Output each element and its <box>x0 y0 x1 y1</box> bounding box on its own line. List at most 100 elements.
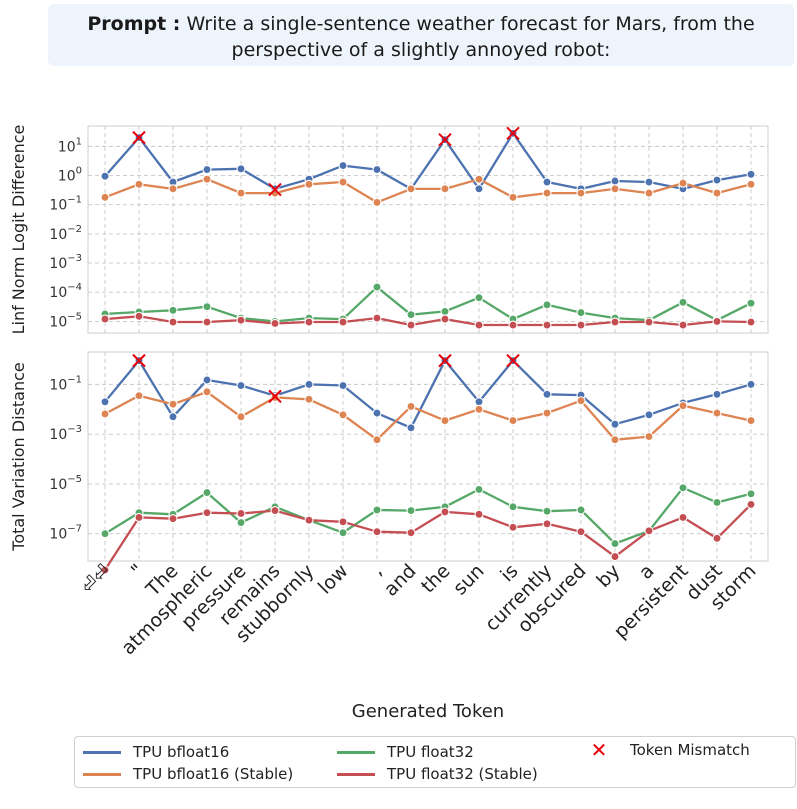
data-point-tpu-float32 <box>202 302 212 312</box>
mismatch-marker <box>438 353 452 368</box>
data-point-tpu-bfloat16-stable <box>644 432 654 442</box>
data-point-tpu-float32 <box>440 306 450 316</box>
data-point-tpu-float32-stable <box>134 512 144 522</box>
data-point-tpu-bfloat16 <box>644 410 654 420</box>
data-point-tpu-float32-stable <box>304 317 314 327</box>
data-point-tpu-float32-stable <box>202 317 212 327</box>
data-point-tpu-float32 <box>508 502 518 512</box>
x-axis-label: Generated Token <box>352 701 504 722</box>
legend-label-mismatch: Token Mismatch <box>630 741 750 759</box>
x-tick-label: the <box>417 560 455 598</box>
series-line-tpu-float32 <box>104 285 752 323</box>
data-point-tpu-float32 <box>576 505 586 515</box>
legend-label-fp32-stable: TPU float32 (Stable) <box>387 765 538 783</box>
data-point-tpu-bfloat16-stable <box>202 174 212 184</box>
y-tick-label: 10−5 <box>49 474 82 493</box>
y-tick-label: 100 <box>58 166 82 185</box>
data-point-tpu-bfloat16 <box>372 408 382 418</box>
x-tick-label: low <box>314 560 353 599</box>
data-point-tpu-bfloat16 <box>712 389 722 399</box>
data-point-tpu-float32-stable <box>746 317 756 327</box>
legend-item-fp32-stable: TPU float32 (Stable) <box>337 765 538 783</box>
data-point-tpu-bfloat16 <box>746 379 756 389</box>
legend-swatch-bf16-stable <box>83 772 121 776</box>
data-point-tpu-float32-stable <box>712 533 722 543</box>
data-point-tpu-bfloat16-stable <box>576 188 586 198</box>
data-point-tpu-bfloat16-stable <box>678 401 688 411</box>
prompt-label: Prompt : <box>87 13 181 35</box>
data-point-tpu-float32-stable <box>304 515 314 525</box>
data-point-tpu-bfloat16-stable <box>542 188 552 198</box>
data-point-tpu-bfloat16-stable <box>406 184 416 194</box>
data-point-tpu-bfloat16 <box>236 164 246 174</box>
data-point-tpu-bfloat16 <box>610 419 620 429</box>
data-point-tpu-float32-stable <box>202 508 212 518</box>
series-line-tpu-bfloat16-stable <box>104 390 752 441</box>
data-point-tpu-bfloat16 <box>610 176 620 186</box>
data-point-tpu-float32-stable <box>678 320 688 330</box>
y-tick-label: 10−5 <box>49 311 82 330</box>
mismatch-marker <box>132 353 146 368</box>
data-point-tpu-bfloat16-stable <box>542 408 552 418</box>
data-point-tpu-bfloat16 <box>542 177 552 187</box>
mismatch-marker <box>268 389 282 404</box>
mismatch-marker <box>268 182 282 197</box>
data-point-tpu-bfloat16-stable <box>134 391 144 401</box>
data-point-tpu-bfloat16 <box>372 165 382 175</box>
mismatch-marker <box>132 130 146 145</box>
data-point-tpu-bfloat16-stable <box>508 416 518 426</box>
data-point-tpu-bfloat16-stable <box>746 179 756 189</box>
legend-item-fp32: TPU float32 <box>337 743 474 761</box>
data-point-tpu-bfloat16-stable <box>168 184 178 194</box>
data-point-tpu-float32-stable <box>576 527 586 537</box>
plot-frame-2 <box>87 351 769 562</box>
legend-item-bf16: TPU bfloat16 <box>83 743 229 761</box>
data-point-tpu-bfloat16 <box>474 184 484 194</box>
mismatch-marker <box>506 353 520 368</box>
data-point-tpu-float32-stable <box>100 314 110 324</box>
x-tick-label: sun <box>449 560 489 600</box>
data-point-tpu-bfloat16 <box>202 165 212 175</box>
data-point-tpu-float32 <box>474 293 484 303</box>
data-point-tpu-bfloat16-stable <box>338 410 348 420</box>
data-point-tpu-bfloat16-stable <box>100 409 110 419</box>
data-point-tpu-float32-stable <box>440 314 450 324</box>
legend-label-bf16-stable: TPU bfloat16 (Stable) <box>133 765 294 783</box>
data-point-tpu-float32-stable <box>100 565 110 575</box>
data-point-tpu-bfloat16-stable <box>134 179 144 189</box>
data-point-tpu-float32 <box>746 298 756 308</box>
prompt-text-1: Write a single-sentence weather forecast… <box>186 13 755 35</box>
data-point-tpu-float32 <box>576 308 586 318</box>
y-tick-label: 101 <box>58 136 82 155</box>
data-point-tpu-float32 <box>338 528 348 538</box>
data-point-tpu-bfloat16-stable <box>440 416 450 426</box>
y-tick-label: 10−1 <box>49 195 82 214</box>
data-point-tpu-bfloat16-stable <box>644 188 654 198</box>
data-point-tpu-bfloat16-stable <box>610 184 620 194</box>
x-tick-label: , <box>367 560 387 580</box>
data-point-tpu-float32-stable <box>542 519 552 529</box>
data-point-tpu-float32-stable <box>372 527 382 537</box>
prompt-line-1: Prompt : Write a single-sentence weather… <box>48 13 794 35</box>
data-point-tpu-float32-stable <box>508 522 518 532</box>
data-point-tpu-float32-stable <box>508 320 518 330</box>
data-point-tpu-float32 <box>678 483 688 493</box>
data-point-tpu-float32 <box>678 297 688 307</box>
y-tick-label: 10−2 <box>49 224 82 243</box>
data-point-tpu-float32 <box>712 497 722 508</box>
data-point-tpu-bfloat16-stable <box>304 179 314 189</box>
data-point-tpu-float32-stable <box>168 514 178 524</box>
data-point-tpu-float32-stable <box>168 317 178 327</box>
y-tick-label: 10−1 <box>49 374 82 393</box>
data-point-tpu-float32 <box>746 489 756 499</box>
y-tick-label: 10−7 <box>49 524 82 543</box>
chart-area: 101 100 10−1 10−2 10−3 10−4 10−5 Linf Norm Logi… <box>9 125 769 722</box>
data-point-tpu-float32-stable <box>542 320 552 330</box>
data-point-tpu-bfloat16-stable <box>304 394 314 404</box>
data-point-tpu-float32 <box>372 505 382 515</box>
data-point-tpu-bfloat16-stable <box>440 184 450 194</box>
data-point-tpu-bfloat16-stable <box>746 416 756 426</box>
data-point-tpu-bfloat16 <box>644 177 654 187</box>
data-point-tpu-bfloat16-stable <box>236 412 246 422</box>
legend-item-bf16-stable: TPU bfloat16 (Stable) <box>83 765 293 783</box>
